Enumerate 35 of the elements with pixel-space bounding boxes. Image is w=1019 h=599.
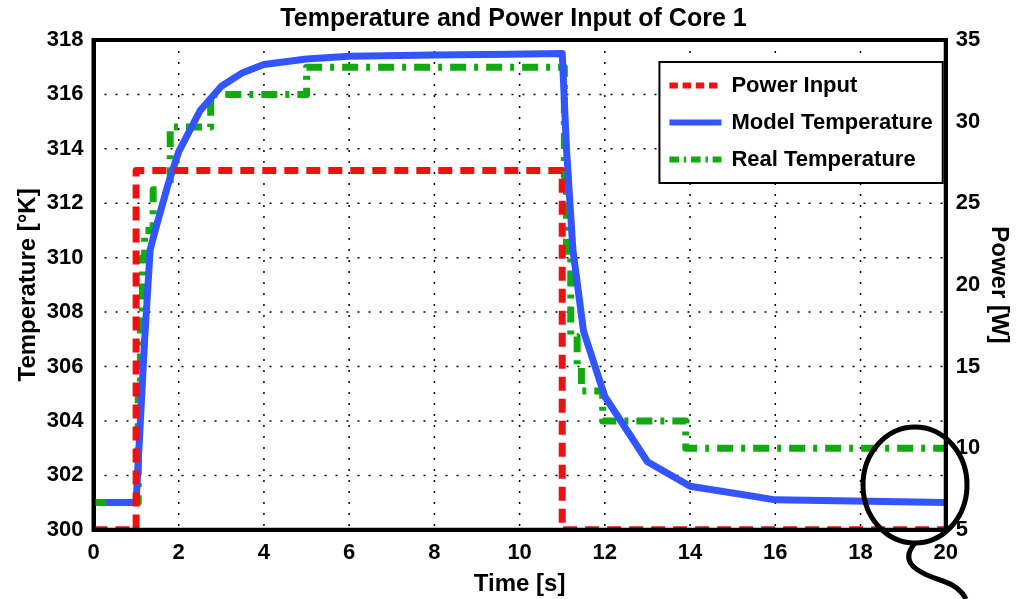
x-tick-label: 0 xyxy=(87,539,100,565)
y-tick-label: 304 xyxy=(46,407,85,433)
x-tick-label: 12 xyxy=(592,539,618,565)
y-tick-label: 300 xyxy=(46,515,84,541)
x-tick-label: 6 xyxy=(343,539,356,565)
y2-axis-title: Power [W] xyxy=(986,226,1014,344)
x-tick-label: 18 xyxy=(848,539,873,565)
y-tick-label: 306 xyxy=(46,352,84,378)
y2-tick-label: 20 xyxy=(955,270,981,296)
y-tick-label: 308 xyxy=(46,298,84,324)
y-tick-label: 310 xyxy=(46,243,84,269)
y2-tick-label: 5 xyxy=(955,515,968,541)
y2-tick-label: 15 xyxy=(955,352,981,378)
x-tick-label: 16 xyxy=(763,539,788,565)
y2-tick-label: 25 xyxy=(955,189,981,215)
x-axis-title: Time [s] xyxy=(473,569,566,597)
y-tick-label: 302 xyxy=(46,461,84,487)
x-tick-label: 8 xyxy=(428,539,441,565)
x-tick-label: 2 xyxy=(172,539,185,565)
x-tick-label: 4 xyxy=(257,539,271,565)
y-tick-label: 314 xyxy=(46,134,85,160)
y-axis-title: Temperature [°K] xyxy=(13,188,41,382)
legend-label: Power Input xyxy=(731,71,858,97)
y-tick-label: 318 xyxy=(46,26,84,52)
chart-title: Temperature and Power Input of Core 1 xyxy=(280,2,747,31)
y-tick-label: 316 xyxy=(46,80,84,106)
y2-tick-label: 35 xyxy=(955,26,981,52)
y-tick-label: 312 xyxy=(46,189,84,215)
x-tick-label: 14 xyxy=(677,539,704,565)
x-tick-label: 20 xyxy=(933,539,958,565)
legend-label: Model Temperature xyxy=(731,108,933,134)
legend-label: Real Temperature xyxy=(731,145,916,171)
x-tick-label: 10 xyxy=(507,539,532,565)
y2-tick-label: 10 xyxy=(955,434,981,460)
y2-tick-label: 30 xyxy=(955,107,981,133)
